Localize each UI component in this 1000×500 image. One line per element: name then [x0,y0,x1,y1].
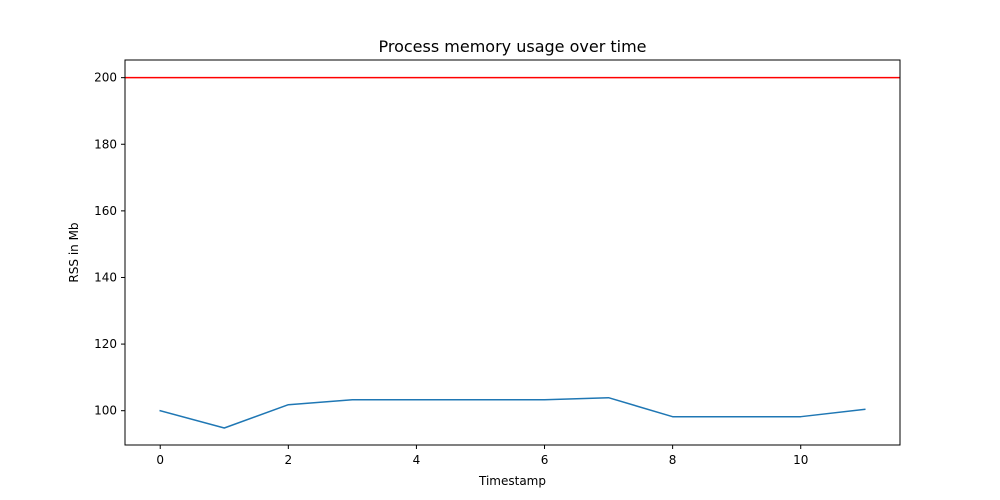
x-tick-label: 4 [413,453,421,467]
plot-area [125,76,900,429]
x-tick-label: 8 [669,453,677,467]
data-point [287,404,289,406]
data-point [607,397,609,399]
data-point [671,415,673,417]
x-tick-label: 2 [285,453,293,467]
chart-title: Process memory usage over time [379,37,647,56]
y-tick-label: 140 [94,270,117,284]
series-line [159,396,866,429]
y-tick-label: 180 [94,137,117,151]
y-tick-label: 100 [94,404,117,418]
x-axis: 0 2 4 6 8 10 [156,445,808,467]
data-point [223,427,225,429]
data-point [864,408,866,410]
y-tick-label: 160 [94,204,117,218]
y-tick-label: 200 [94,71,117,85]
data-point [159,409,161,411]
y-axis-label: RSS in Mb [67,222,81,282]
data-point [415,399,417,401]
y-axis: 100 120 140 160 180 200 [94,71,125,418]
data-point [800,415,802,417]
x-tick-label: 6 [541,453,549,467]
x-tick-label: 0 [156,453,164,467]
plot-frame [124,59,901,446]
x-tick-label: 10 [793,453,808,467]
y-tick-label: 120 [94,337,117,351]
data-point [543,399,545,401]
data-point [479,399,481,401]
x-axis-label: Timestamp [478,474,546,488]
data-point [351,399,353,401]
data-point [735,415,737,417]
